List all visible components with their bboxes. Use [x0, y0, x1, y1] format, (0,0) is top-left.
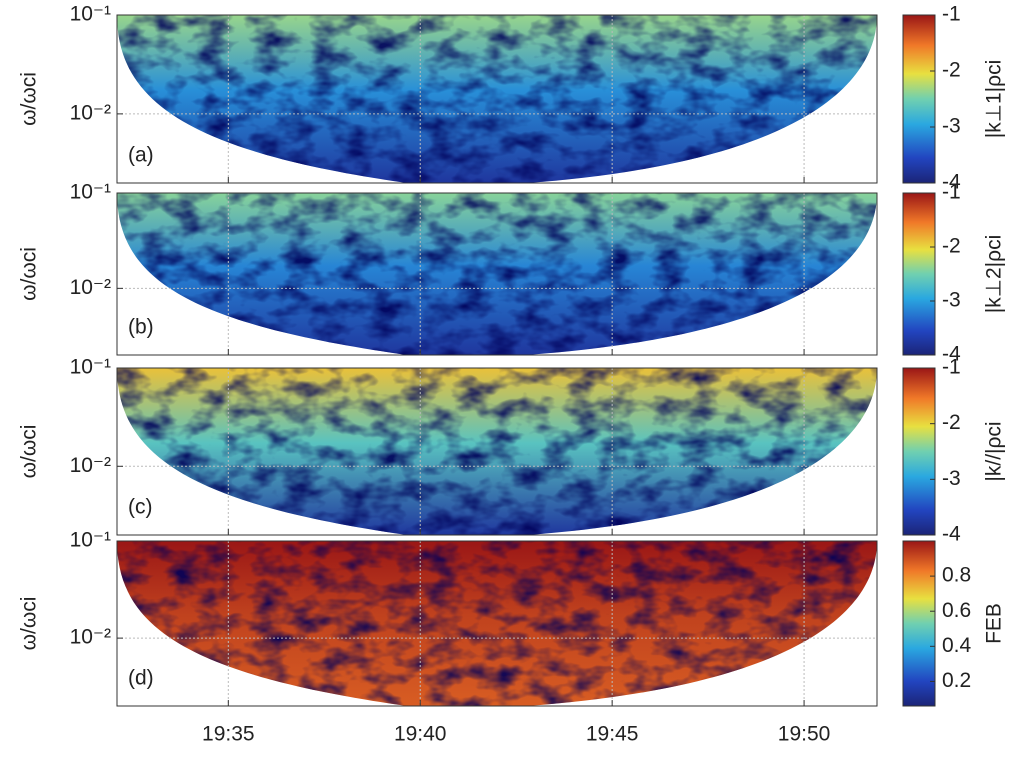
colorbar-tick-label: 0.2 — [942, 669, 971, 692]
axes-frame — [116, 367, 878, 536]
x-tick-label: 19:50 — [778, 723, 831, 746]
y-axis-label: ω/ωci — [18, 72, 41, 126]
colorbar-tick-label: -3 — [942, 289, 961, 312]
axes-frame — [116, 192, 878, 356]
colorbar-tick-label: -1 — [942, 3, 961, 26]
x-tick-label: 19:40 — [394, 723, 447, 746]
colorbar-label: FEB — [983, 603, 1006, 644]
colorbar-tick-label: -3 — [942, 115, 961, 138]
colorbar — [902, 192, 936, 356]
colorbar-tick-label: -1 — [942, 181, 961, 204]
y-axis-label: ω/ωci — [18, 247, 41, 301]
colorbar — [902, 367, 936, 536]
spectrogram-texture — [117, 193, 877, 355]
y-axis-label: ω/ωci — [18, 597, 41, 651]
colorbar-tick-label: -4 — [942, 523, 961, 546]
panel-label: (a) — [128, 144, 154, 167]
colorbar-tick-label: 0.6 — [942, 599, 971, 622]
colorbar-tick-label: -3 — [942, 467, 961, 490]
spectrogram-texture — [117, 368, 877, 535]
colorbar-tick-label: 0.8 — [942, 564, 971, 587]
colorbar-tick-label: -2 — [942, 59, 961, 82]
colorbar-tick-label: -1 — [942, 356, 961, 379]
y-tick-label: 10⁻² — [70, 454, 111, 477]
y-tick-label: 10⁻² — [70, 101, 111, 124]
colorbar — [902, 14, 936, 184]
y-tick-label: 10⁻¹ — [70, 181, 111, 204]
colorbar-tick-label: -4 — [942, 343, 961, 366]
panel-label: (b) — [128, 316, 154, 339]
axes-frame — [116, 540, 878, 707]
colorbar-label: |k⊥1|ρci — [983, 60, 1006, 139]
y-tick-label: 10⁻² — [70, 276, 111, 299]
spectrogram-texture — [117, 541, 877, 706]
colorbar-label: |k//|ρci — [983, 421, 1006, 481]
x-tick-label: 19:45 — [586, 723, 639, 746]
y-tick-label: 10⁻¹ — [70, 3, 111, 26]
colorbar-label: |k⊥2|ρci — [983, 235, 1006, 314]
colorbar-tick-label: -2 — [942, 411, 961, 434]
y-tick-label: 10⁻¹ — [70, 529, 111, 552]
colorbar-tick-label: -4 — [942, 171, 961, 194]
y-tick-label: 10⁻² — [70, 626, 111, 649]
y-axis-label: ω/ωci — [18, 425, 41, 479]
panel-label: (c) — [128, 496, 153, 519]
axes-frame — [116, 14, 878, 184]
spectrogram-texture — [117, 15, 877, 183]
x-tick-label: 19:35 — [202, 723, 255, 746]
panel-label: (d) — [128, 667, 154, 690]
colorbar — [902, 540, 936, 707]
y-tick-label: 10⁻¹ — [70, 356, 111, 379]
colorbar-tick-label: -2 — [942, 235, 961, 258]
colorbar-tick-label: 0.4 — [942, 634, 972, 657]
